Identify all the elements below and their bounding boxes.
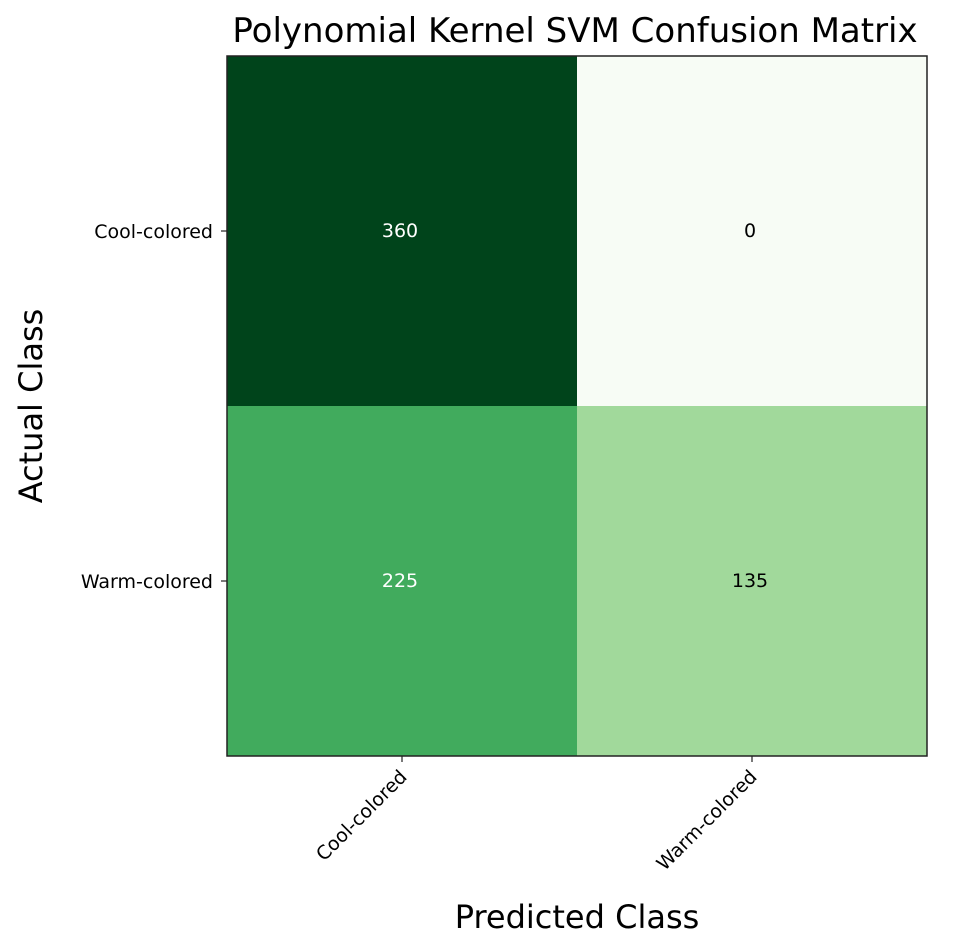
x-axis-label: Predicted Class	[455, 898, 700, 936]
heatmap-cell-0-1	[577, 56, 927, 406]
cell-value-label-1-0: 225	[382, 570, 418, 592]
cell-value-label-1-1: 135	[732, 570, 768, 592]
cell-value-label-0-0: 360	[382, 220, 418, 242]
y-tick-label-0: Cool-colored	[94, 221, 213, 243]
heatmap-cell-0-0	[227, 56, 577, 406]
heatmap-cell-1-1	[577, 406, 927, 756]
y-tick-label-1: Warm-colored	[81, 571, 213, 593]
chart-title: Polynomial Kernel SVM Confusion Matrix	[232, 11, 917, 51]
plot-frame	[226, 55, 928, 757]
heatmap-cells: 360 0 225 135	[227, 56, 927, 756]
cell-value-label-0-1: 0	[744, 220, 756, 242]
y-axis-label: Actual Class	[12, 309, 50, 504]
x-tick-label-0: Cool-colored	[312, 766, 412, 866]
heatmap-cell-1-0	[227, 406, 577, 756]
x-tick-label-1: Warm-colored	[653, 766, 762, 875]
